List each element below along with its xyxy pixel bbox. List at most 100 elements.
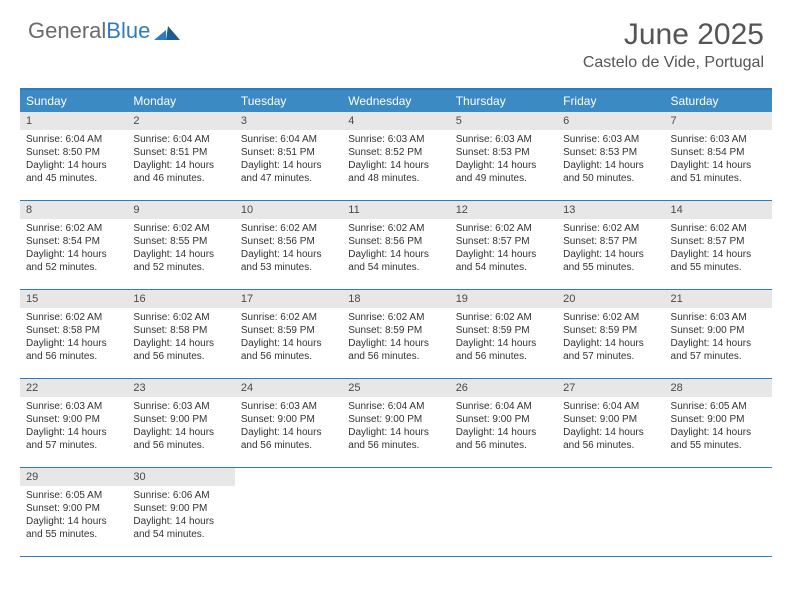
day-number: 9 bbox=[127, 201, 234, 219]
day-cell: 24Sunrise: 6:03 AMSunset: 9:00 PMDayligh… bbox=[235, 379, 342, 467]
day-cell: 30Sunrise: 6:06 AMSunset: 9:00 PMDayligh… bbox=[127, 468, 234, 556]
sunrise-text: Sunrise: 6:02 AM bbox=[26, 222, 121, 235]
day-body: Sunrise: 6:05 AMSunset: 9:00 PMDaylight:… bbox=[20, 486, 127, 547]
sunset-text: Sunset: 8:59 PM bbox=[456, 324, 551, 337]
sunrise-text: Sunrise: 6:05 AM bbox=[26, 489, 121, 502]
sunset-text: Sunset: 9:00 PM bbox=[348, 413, 443, 426]
day-cell: 17Sunrise: 6:02 AMSunset: 8:59 PMDayligh… bbox=[235, 290, 342, 378]
day-cell: 27Sunrise: 6:04 AMSunset: 9:00 PMDayligh… bbox=[557, 379, 664, 467]
day-body: Sunrise: 6:02 AMSunset: 8:59 PMDaylight:… bbox=[235, 308, 342, 369]
daylight-text: Daylight: 14 hours and 56 minutes. bbox=[563, 426, 658, 452]
day-body: Sunrise: 6:02 AMSunset: 8:57 PMDaylight:… bbox=[557, 219, 664, 280]
sunrise-text: Sunrise: 6:03 AM bbox=[456, 133, 551, 146]
day-cell: 6Sunrise: 6:03 AMSunset: 8:53 PMDaylight… bbox=[557, 112, 664, 200]
daylight-text: Daylight: 14 hours and 50 minutes. bbox=[563, 159, 658, 185]
day-number: 18 bbox=[342, 290, 449, 308]
sunrise-text: Sunrise: 6:03 AM bbox=[671, 311, 766, 324]
logo-icon bbox=[154, 22, 180, 40]
day-body: Sunrise: 6:02 AMSunset: 8:59 PMDaylight:… bbox=[342, 308, 449, 369]
day-cell: 2Sunrise: 6:04 AMSunset: 8:51 PMDaylight… bbox=[127, 112, 234, 200]
sunset-text: Sunset: 9:00 PM bbox=[563, 413, 658, 426]
day-body: Sunrise: 6:02 AMSunset: 8:58 PMDaylight:… bbox=[127, 308, 234, 369]
daylight-text: Daylight: 14 hours and 45 minutes. bbox=[26, 159, 121, 185]
day-number: 10 bbox=[235, 201, 342, 219]
day-number: 16 bbox=[127, 290, 234, 308]
daylight-text: Daylight: 14 hours and 55 minutes. bbox=[26, 515, 121, 541]
daylight-text: Daylight: 14 hours and 47 minutes. bbox=[241, 159, 336, 185]
daylight-text: Daylight: 14 hours and 49 minutes. bbox=[456, 159, 551, 185]
location: Castelo de Vide, Portugal bbox=[583, 54, 764, 72]
day-body: Sunrise: 6:04 AMSunset: 8:51 PMDaylight:… bbox=[235, 130, 342, 191]
dayname: Saturday bbox=[665, 90, 772, 112]
sunrise-text: Sunrise: 6:04 AM bbox=[133, 133, 228, 146]
sunset-text: Sunset: 8:51 PM bbox=[133, 146, 228, 159]
day-body: Sunrise: 6:03 AMSunset: 9:00 PMDaylight:… bbox=[20, 397, 127, 458]
sunrise-text: Sunrise: 6:03 AM bbox=[348, 133, 443, 146]
day-number: 11 bbox=[342, 201, 449, 219]
day-body: Sunrise: 6:02 AMSunset: 8:59 PMDaylight:… bbox=[450, 308, 557, 369]
sunset-text: Sunset: 8:53 PM bbox=[563, 146, 658, 159]
sunrise-text: Sunrise: 6:02 AM bbox=[133, 222, 228, 235]
daylight-text: Daylight: 14 hours and 55 minutes. bbox=[671, 426, 766, 452]
sunrise-text: Sunrise: 6:04 AM bbox=[241, 133, 336, 146]
dayname-row: SundayMondayTuesdayWednesdayThursdayFrid… bbox=[20, 90, 772, 112]
sunrise-text: Sunrise: 6:03 AM bbox=[26, 400, 121, 413]
daylight-text: Daylight: 14 hours and 55 minutes. bbox=[563, 248, 658, 274]
sunset-text: Sunset: 9:00 PM bbox=[671, 324, 766, 337]
dayname: Thursday bbox=[450, 90, 557, 112]
month-title: June 2025 bbox=[583, 18, 764, 52]
daylight-text: Daylight: 14 hours and 56 minutes. bbox=[456, 337, 551, 363]
day-cell bbox=[235, 468, 342, 556]
day-body: Sunrise: 6:03 AMSunset: 8:53 PMDaylight:… bbox=[557, 130, 664, 191]
sunset-text: Sunset: 8:53 PM bbox=[456, 146, 551, 159]
sunrise-text: Sunrise: 6:05 AM bbox=[671, 400, 766, 413]
day-number: 19 bbox=[450, 290, 557, 308]
day-body: Sunrise: 6:04 AMSunset: 9:00 PMDaylight:… bbox=[342, 397, 449, 458]
sunset-text: Sunset: 8:51 PM bbox=[241, 146, 336, 159]
daylight-text: Daylight: 14 hours and 54 minutes. bbox=[456, 248, 551, 274]
sunrise-text: Sunrise: 6:02 AM bbox=[241, 311, 336, 324]
day-cell: 11Sunrise: 6:02 AMSunset: 8:56 PMDayligh… bbox=[342, 201, 449, 289]
sunset-text: Sunset: 8:57 PM bbox=[563, 235, 658, 248]
sunrise-text: Sunrise: 6:02 AM bbox=[241, 222, 336, 235]
day-body: Sunrise: 6:04 AMSunset: 9:00 PMDaylight:… bbox=[557, 397, 664, 458]
sunrise-text: Sunrise: 6:04 AM bbox=[26, 133, 121, 146]
daylight-text: Daylight: 14 hours and 54 minutes. bbox=[348, 248, 443, 274]
daylight-text: Daylight: 14 hours and 56 minutes. bbox=[348, 426, 443, 452]
daylight-text: Daylight: 14 hours and 56 minutes. bbox=[133, 426, 228, 452]
daylight-text: Daylight: 14 hours and 52 minutes. bbox=[133, 248, 228, 274]
daylight-text: Daylight: 14 hours and 55 minutes. bbox=[671, 248, 766, 274]
day-cell bbox=[342, 468, 449, 556]
logo-text-1: General bbox=[28, 18, 106, 44]
day-number: 29 bbox=[20, 468, 127, 486]
day-number: 12 bbox=[450, 201, 557, 219]
sunrise-text: Sunrise: 6:04 AM bbox=[348, 400, 443, 413]
daylight-text: Daylight: 14 hours and 54 minutes. bbox=[133, 515, 228, 541]
day-cell: 5Sunrise: 6:03 AMSunset: 8:53 PMDaylight… bbox=[450, 112, 557, 200]
day-number: 8 bbox=[20, 201, 127, 219]
daylight-text: Daylight: 14 hours and 56 minutes. bbox=[241, 337, 336, 363]
sunrise-text: Sunrise: 6:04 AM bbox=[456, 400, 551, 413]
sunrise-text: Sunrise: 6:02 AM bbox=[456, 311, 551, 324]
day-cell: 12Sunrise: 6:02 AMSunset: 8:57 PMDayligh… bbox=[450, 201, 557, 289]
day-number: 2 bbox=[127, 112, 234, 130]
day-cell: 10Sunrise: 6:02 AMSunset: 8:56 PMDayligh… bbox=[235, 201, 342, 289]
day-number: 28 bbox=[665, 379, 772, 397]
sunset-text: Sunset: 8:54 PM bbox=[26, 235, 121, 248]
dayname: Monday bbox=[127, 90, 234, 112]
day-number: 30 bbox=[127, 468, 234, 486]
day-cell: 1Sunrise: 6:04 AMSunset: 8:50 PMDaylight… bbox=[20, 112, 127, 200]
sunrise-text: Sunrise: 6:03 AM bbox=[563, 133, 658, 146]
day-cell: 22Sunrise: 6:03 AMSunset: 9:00 PMDayligh… bbox=[20, 379, 127, 467]
day-body: Sunrise: 6:02 AMSunset: 8:57 PMDaylight:… bbox=[450, 219, 557, 280]
day-body: Sunrise: 6:03 AMSunset: 8:53 PMDaylight:… bbox=[450, 130, 557, 191]
sunrise-text: Sunrise: 6:02 AM bbox=[563, 222, 658, 235]
day-number: 14 bbox=[665, 201, 772, 219]
day-cell: 7Sunrise: 6:03 AMSunset: 8:54 PMDaylight… bbox=[665, 112, 772, 200]
daylight-text: Daylight: 14 hours and 56 minutes. bbox=[241, 426, 336, 452]
day-cell: 4Sunrise: 6:03 AMSunset: 8:52 PMDaylight… bbox=[342, 112, 449, 200]
daylight-text: Daylight: 14 hours and 56 minutes. bbox=[26, 337, 121, 363]
daylight-text: Daylight: 14 hours and 56 minutes. bbox=[456, 426, 551, 452]
day-body: Sunrise: 6:04 AMSunset: 9:00 PMDaylight:… bbox=[450, 397, 557, 458]
sunset-text: Sunset: 8:58 PM bbox=[133, 324, 228, 337]
